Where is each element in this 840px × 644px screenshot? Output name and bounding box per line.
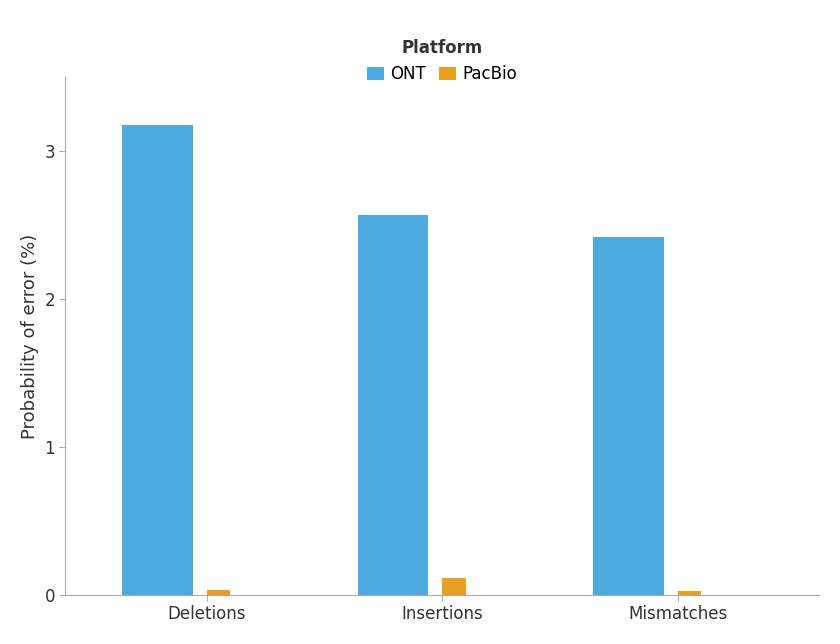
Bar [443,578,466,595]
Bar [122,124,192,595]
Legend: ONT, PacBio: ONT, PacBio [362,34,522,88]
Bar [207,591,230,595]
Bar [593,237,664,595]
Y-axis label: Probability of error (%): Probability of error (%) [21,233,39,439]
Bar [358,215,428,595]
Bar [678,591,701,595]
